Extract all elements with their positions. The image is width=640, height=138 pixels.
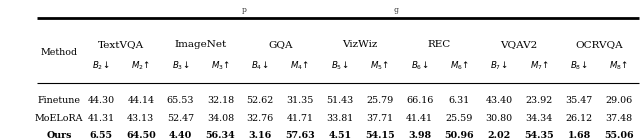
Text: 37.71: 37.71 bbox=[366, 114, 394, 123]
Text: $M_5\!\uparrow$: $M_5\!\uparrow$ bbox=[370, 60, 389, 72]
Text: MoELoRA: MoELoRA bbox=[35, 114, 83, 123]
Text: Ours: Ours bbox=[46, 131, 72, 138]
Text: 33.81: 33.81 bbox=[326, 114, 353, 123]
Text: $M_8\!\uparrow$: $M_8\!\uparrow$ bbox=[609, 60, 628, 72]
Text: $B_2\!\downarrow$: $B_2\!\downarrow$ bbox=[92, 60, 110, 72]
Text: 44.30: 44.30 bbox=[88, 96, 115, 105]
Text: $M_4\!\uparrow$: $M_4\!\uparrow$ bbox=[291, 60, 310, 72]
Text: 26.12: 26.12 bbox=[565, 114, 593, 123]
Text: 32.18: 32.18 bbox=[207, 96, 234, 105]
Text: 35.47: 35.47 bbox=[565, 96, 593, 105]
Text: Method: Method bbox=[40, 48, 77, 57]
Text: 23.92: 23.92 bbox=[525, 96, 553, 105]
Text: 44.14: 44.14 bbox=[127, 96, 154, 105]
Text: 41.31: 41.31 bbox=[88, 114, 115, 123]
Text: 65.53: 65.53 bbox=[167, 96, 195, 105]
Text: $B_5\!\downarrow$: $B_5\!\downarrow$ bbox=[331, 60, 349, 72]
Text: 57.63: 57.63 bbox=[285, 131, 315, 138]
Text: 25.59: 25.59 bbox=[446, 114, 473, 123]
Text: REC: REC bbox=[428, 40, 451, 49]
Text: $B_3\!\downarrow$: $B_3\!\downarrow$ bbox=[172, 60, 189, 72]
Text: $M_2\!\uparrow$: $M_2\!\uparrow$ bbox=[131, 60, 150, 72]
Text: 56.34: 56.34 bbox=[205, 131, 236, 138]
Text: 34.34: 34.34 bbox=[525, 114, 553, 123]
Text: 1.68: 1.68 bbox=[567, 131, 591, 138]
Text: 37.48: 37.48 bbox=[605, 114, 632, 123]
Text: $B_6\!\downarrow$: $B_6\!\downarrow$ bbox=[411, 60, 429, 72]
Text: 54.35: 54.35 bbox=[524, 131, 554, 138]
Text: 2.02: 2.02 bbox=[488, 131, 511, 138]
Text: 30.80: 30.80 bbox=[486, 114, 513, 123]
Text: 52.62: 52.62 bbox=[246, 96, 274, 105]
Text: 55.06: 55.06 bbox=[604, 131, 634, 138]
Text: $B_8\!\downarrow$: $B_8\!\downarrow$ bbox=[570, 60, 588, 72]
Text: 4.40: 4.40 bbox=[169, 131, 192, 138]
Text: 4.51: 4.51 bbox=[328, 131, 351, 138]
Text: VizWiz: VizWiz bbox=[342, 40, 378, 49]
Text: OCRVQA: OCRVQA bbox=[575, 40, 623, 49]
Text: 43.40: 43.40 bbox=[486, 96, 513, 105]
Text: 50.96: 50.96 bbox=[445, 131, 474, 138]
Text: 51.43: 51.43 bbox=[326, 96, 353, 105]
Text: 25.79: 25.79 bbox=[366, 96, 394, 105]
Text: 3.98: 3.98 bbox=[408, 131, 431, 138]
Text: $M_7\!\uparrow$: $M_7\!\uparrow$ bbox=[529, 60, 548, 72]
Text: 41.41: 41.41 bbox=[406, 114, 433, 123]
Text: 43.13: 43.13 bbox=[127, 114, 154, 123]
Text: 29.06: 29.06 bbox=[605, 96, 632, 105]
Text: TextVQA: TextVQA bbox=[98, 40, 144, 49]
Text: 64.50: 64.50 bbox=[126, 131, 156, 138]
Text: $M_6\!\uparrow$: $M_6\!\uparrow$ bbox=[450, 60, 469, 72]
Text: 3.16: 3.16 bbox=[249, 131, 272, 138]
Text: ImageNet: ImageNet bbox=[175, 40, 227, 49]
Text: GQA: GQA bbox=[268, 40, 292, 49]
Text: $B_7\!\downarrow$: $B_7\!\downarrow$ bbox=[490, 60, 508, 72]
Text: 31.35: 31.35 bbox=[287, 96, 314, 105]
Text: 6.31: 6.31 bbox=[449, 96, 470, 105]
Text: $B_4\!\downarrow$: $B_4\!\downarrow$ bbox=[252, 60, 269, 72]
Text: Finetune: Finetune bbox=[38, 96, 81, 105]
Text: VQAV2: VQAV2 bbox=[500, 40, 538, 49]
Text: 54.15: 54.15 bbox=[365, 131, 395, 138]
Text: p                                                              g: p g bbox=[241, 6, 399, 14]
Text: 52.47: 52.47 bbox=[167, 114, 194, 123]
Text: $M_3\!\uparrow$: $M_3\!\uparrow$ bbox=[211, 60, 230, 72]
Text: 66.16: 66.16 bbox=[406, 96, 433, 105]
Text: 6.55: 6.55 bbox=[90, 131, 113, 138]
Text: 41.71: 41.71 bbox=[287, 114, 314, 123]
Text: 32.76: 32.76 bbox=[246, 114, 274, 123]
Text: 34.08: 34.08 bbox=[207, 114, 234, 123]
